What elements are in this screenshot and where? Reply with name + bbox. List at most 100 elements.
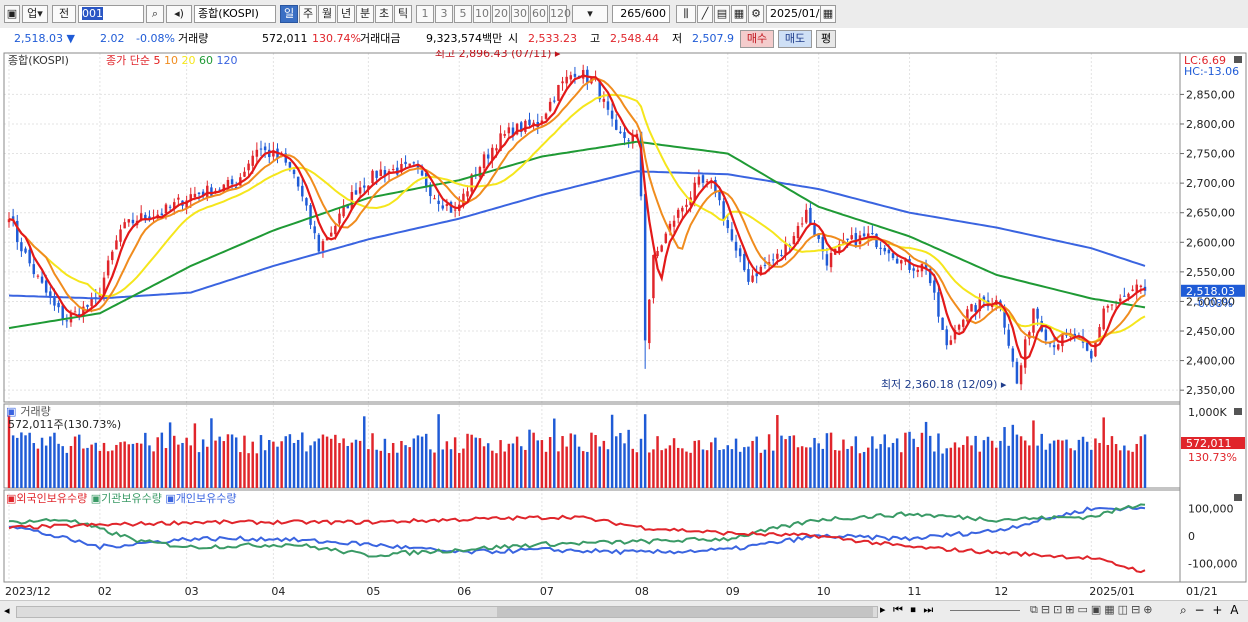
ytick-label-2500: 2,500,00	[1186, 295, 1235, 308]
volume-bar	[144, 432, 147, 488]
candle	[908, 258, 911, 270]
view-tools[interactable]: ⧉⊟⊡⊞▭▣▦◫⊟⊕	[1030, 603, 1156, 616]
candle	[561, 81, 564, 84]
interval-tab-1[interactable]: 1	[416, 5, 434, 23]
volume-bar	[288, 434, 292, 488]
ytick-label-2750: 2,750,00	[1186, 148, 1235, 161]
candle	[313, 226, 316, 234]
type-select[interactable]: 전	[52, 5, 76, 23]
volume-bar	[693, 440, 696, 488]
volume-bar	[185, 437, 188, 488]
volume-bar	[156, 437, 159, 488]
volume-bar	[995, 447, 998, 488]
volume-bar	[379, 450, 383, 488]
scroll-left-icon[interactable]: ◂	[4, 604, 10, 617]
panel-minimize-icons[interactable]	[1234, 56, 1242, 501]
candle	[1052, 345, 1056, 348]
volume-bar	[544, 451, 548, 488]
high-label: 고	[590, 32, 601, 45]
mode-select[interactable]: 업▾	[22, 5, 48, 23]
volume-bar	[201, 439, 205, 488]
candle	[334, 225, 337, 235]
period-tab-1[interactable]: 주	[299, 5, 317, 23]
candle	[755, 273, 758, 277]
ytick-label-2800: 2,800,00	[1186, 118, 1235, 131]
period-tab-3[interactable]: 년	[337, 5, 355, 23]
indicator-icon[interactable]: ▤	[714, 5, 730, 23]
draw-icon[interactable]: ╱	[697, 5, 713, 23]
period-tab-0[interactable]: 일	[280, 5, 298, 23]
volume-bar	[891, 442, 895, 488]
volume-bar	[701, 449, 705, 488]
volume-bar	[268, 440, 271, 488]
interval-tab-20[interactable]: 20	[492, 5, 510, 23]
market-name-field[interactable]: 종합(KOSPI)	[194, 5, 276, 23]
interval-tab-120[interactable]: 120	[549, 5, 571, 23]
code-value: 001	[82, 7, 103, 20]
avg-button[interactable]: 평	[816, 30, 836, 48]
zoom-controls[interactable]: ⌕ − + A	[1180, 603, 1241, 617]
period-tab-6[interactable]: 틱	[394, 5, 412, 23]
zoom-slider[interactable]	[950, 610, 1020, 611]
buy-button[interactable]: 매수	[740, 30, 774, 48]
save-icon[interactable]: ▦	[731, 5, 747, 23]
scrollbar-thumb[interactable]	[497, 607, 873, 617]
interval-tab-60[interactable]: 60	[530, 5, 548, 23]
interval-tab-3[interactable]: 3	[435, 5, 453, 23]
date-input[interactable]: 2025/01/21	[766, 5, 832, 23]
candle	[507, 127, 511, 134]
search-icon[interactable]: ⌕	[146, 5, 164, 23]
volume-last-label: 572,011	[1186, 437, 1232, 450]
speaker-icon[interactable]: ◂)	[166, 5, 192, 23]
candle	[916, 269, 920, 272]
gear-icon[interactable]: ⚙	[748, 5, 764, 23]
candle	[978, 298, 981, 312]
code-input[interactable]: 001	[78, 5, 144, 23]
volume-bar	[495, 453, 498, 488]
period-tab-5[interactable]: 초	[375, 5, 393, 23]
volume-bar	[342, 438, 345, 488]
period-tab-4[interactable]: 분	[356, 5, 374, 23]
interval-tab-5[interactable]: 5	[454, 5, 472, 23]
interval-tab-10[interactable]: 10	[473, 5, 491, 23]
candle	[813, 225, 816, 236]
price-y-axis: 2,350,00 2,400,00 2,450,00 2,500,00 2,550,00…	[1180, 88, 1235, 397]
period-tab-2[interactable]: 월	[318, 5, 336, 23]
volume-bar	[908, 431, 911, 488]
volume-bar	[296, 439, 300, 488]
volume-bar	[313, 441, 316, 488]
playback-controls[interactable]: ▸ ⏮ ⏹ ⏭	[880, 603, 936, 616]
candle	[648, 299, 651, 344]
volume-bar	[805, 447, 808, 488]
volume-bar	[652, 449, 655, 488]
candle	[296, 176, 300, 187]
volume-bar	[65, 452, 69, 488]
layout-icon[interactable]: ▣	[4, 5, 20, 23]
volume-bar	[710, 442, 713, 488]
scrollbar-track[interactable]	[16, 606, 878, 618]
candle	[197, 192, 201, 195]
interval-tab-30[interactable]: 30	[511, 5, 529, 23]
count-input[interactable]: 265/600	[612, 5, 670, 23]
volume-bar	[1015, 434, 1019, 488]
volume-bar	[858, 453, 862, 488]
xtick-label-2: 03	[185, 585, 199, 598]
ma60-line	[8, 140, 1146, 330]
volume-bar	[1131, 451, 1134, 488]
volume-bar	[90, 444, 93, 488]
candle	[776, 253, 779, 259]
chart-type-icon[interactable]: ⫼	[676, 5, 696, 23]
volume-bar	[1023, 440, 1027, 488]
calendar-icon[interactable]: ▦	[820, 5, 836, 23]
volume-bar	[883, 434, 886, 488]
candle	[106, 260, 110, 276]
xtick-label-6: 07	[540, 585, 554, 598]
candle	[499, 133, 502, 151]
holdings-legend-text: ▣외국인보유수량 ▣기관보유수량 ▣개인보유수량	[6, 492, 236, 505]
ma20-line	[8, 93, 1146, 344]
interval-custom-select[interactable]: ▾	[572, 5, 608, 23]
sell-button[interactable]: 매도	[778, 30, 812, 48]
volume-bar	[879, 444, 882, 488]
volume-bar	[482, 446, 486, 488]
